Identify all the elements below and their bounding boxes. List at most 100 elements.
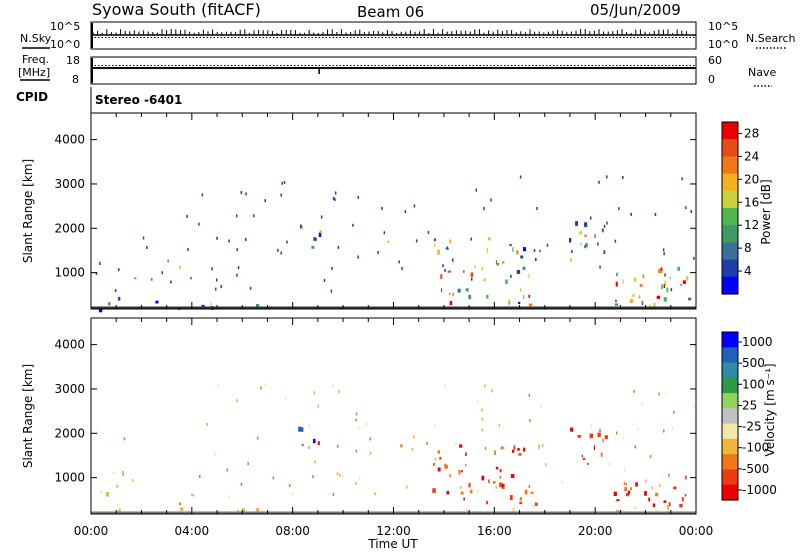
y-tick-label: 1000 [54,471,85,485]
echo-cell [178,502,181,505]
echo-cell [569,238,572,243]
echo-cell [455,442,457,445]
noise-left-tick-top: 10^5 [50,20,80,33]
echo-cell [214,452,216,456]
echo-cell [625,482,627,486]
power-panel: 1000 2000 3000 4000 Slant Range [km] 4 8 12 16… [21,112,773,313]
echo-cell [575,221,578,226]
echo-cell [404,210,407,213]
echo-cell [505,279,508,284]
colorbar-segment [722,423,738,440]
echo-cell [307,446,311,450]
echo-cell [656,295,661,299]
echo-cell [587,462,589,466]
echo-cell [599,428,601,433]
echo-cell [606,175,608,179]
echo-cell [470,272,474,278]
colorbar-segment [722,156,738,175]
echo-cell [448,292,451,295]
freq-tick-bottom: 8 [72,73,79,86]
echo-cell [680,283,683,286]
echo-cell [433,238,436,242]
echo-cell [481,267,483,271]
colorbar-tick-label: 16 [744,195,759,209]
echo-cell [693,256,695,260]
echo-cell [481,417,484,421]
echo-cell [523,295,525,299]
echo-cell [613,491,617,496]
echo-cell [281,181,283,185]
echo-cell [280,193,282,197]
echo-cell [685,475,687,480]
freq-strip-frame [90,56,697,85]
echo-cell [217,383,219,387]
echo-cell [658,392,660,396]
echo-cell [481,475,485,481]
echo-cell [247,462,249,466]
nave-label: Nave [748,66,776,79]
echo-cell [644,491,647,496]
echo-cell [440,274,443,279]
echo-cell [228,239,230,243]
echo-cell [122,471,124,476]
y-tick-label: 2000 [54,426,85,440]
colorbar-tick-label: 4 [744,264,752,278]
echo-cell [413,204,416,208]
cpid-value: Stereo -6401 [95,93,182,107]
echo-cell [313,237,316,241]
echo-cell [206,423,208,426]
echo-cell [584,222,588,228]
echo-cell [477,400,479,404]
echo-cell [357,255,359,259]
echo-cell [383,231,386,235]
echo-cell [338,390,340,393]
echo-cell [434,423,436,427]
colorbar-segment [722,438,738,455]
echo-cell [236,399,238,403]
echo-cell [518,453,522,456]
echo-cell [465,288,469,292]
echo-cell [601,453,603,457]
echo-cell [597,242,599,246]
echo-cell [465,464,467,467]
echo-cell [671,427,674,431]
velocity-y-ticks: 1000 2000 3000 4000 [54,338,696,485]
echo-cell [470,487,472,491]
echo-cell [531,505,535,508]
y-tick-label: 1000 [54,266,85,280]
noise-right-tick-top: 10^5 [708,20,738,33]
echo-cell [581,454,583,458]
echo-cell [511,507,516,512]
echo-cell [651,486,653,490]
echo-cell [606,221,608,225]
echo-cell [355,449,358,453]
echo-cell [226,468,229,472]
echo-cell [471,277,473,281]
echo-cell [654,213,657,216]
echo-cell [597,432,601,438]
echo-cell [433,463,435,466]
echo-cell [523,447,526,452]
echo-cell [400,444,403,448]
colorbar-segment [722,393,738,409]
echo-cell [406,485,408,489]
echo-cell [642,274,645,278]
colorbar-tick-label: -25 [742,420,762,434]
echo-cell [497,263,500,266]
echo-cell [517,448,520,451]
echo-cell [494,450,496,455]
nave-tick-bottom: 0 [708,73,715,86]
echo-cell [463,497,465,501]
echo-cell [201,193,204,197]
echo-cell [190,276,192,280]
velocity-panel: 1000 2000 3000 4000 Slant Range [km] 1000 50… [21,317,777,515]
echo-cell [357,195,359,199]
echo-cell [618,207,620,211]
echo-cell [629,487,632,491]
echo-cell [313,438,316,444]
echo-cell [686,276,689,281]
colorbar-tick-label: 24 [744,149,759,163]
echo-cell [645,479,647,484]
echo-cell [447,270,451,273]
echo-cell [245,238,247,242]
